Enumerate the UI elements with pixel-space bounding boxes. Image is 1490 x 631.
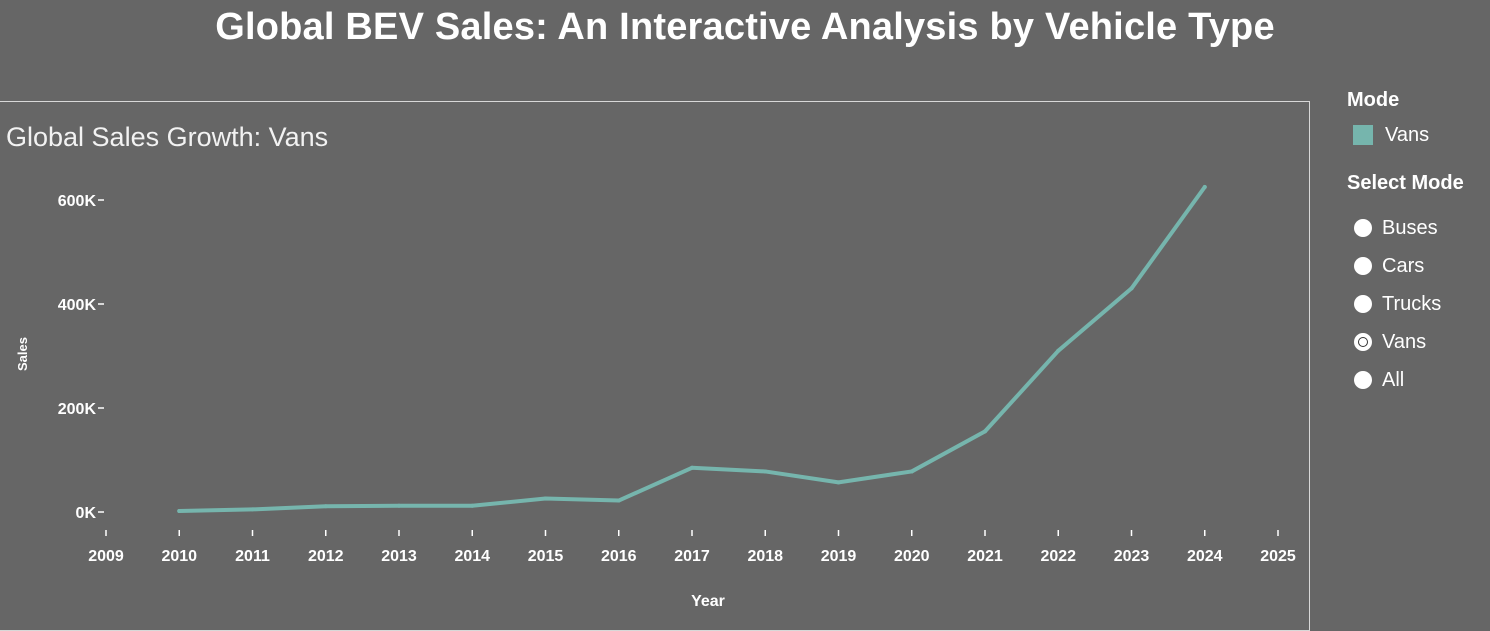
y-tick-label: 200K [58,401,97,418]
radio-option-cars[interactable]: Cars [1354,247,1441,285]
y-tick-label: 0K [76,505,97,522]
data-point-2011 [250,507,255,512]
y-axis-title: Sales [15,337,30,371]
data-point-2014 [470,503,475,508]
x-tick-label: 2016 [601,548,637,565]
radio-option-label: All [1382,368,1405,391]
data-point-2024 [1202,185,1207,189]
data-point-2023 [1129,286,1134,291]
chart-title: Global Sales Growth: Vans [6,122,329,152]
select-mode-title: Select Mode [1347,172,1464,194]
page-title: Global BEV Sales: An Interactive Analysi… [215,6,1275,48]
radio-button-icon[interactable] [1354,219,1372,237]
radio-option-label: Trucks [1382,292,1442,315]
x-tick-label: 2018 [747,548,783,565]
x-tick-label: 2019 [821,548,857,565]
data-point-2022 [1056,348,1061,353]
data-point-2010 [177,508,182,513]
data-point-2017 [690,465,694,470]
y-tick-label: 600K [58,193,97,210]
x-tick-label: 2015 [528,548,564,565]
x-tick-label: 2017 [674,548,710,565]
x-tick-label: 2012 [308,548,344,565]
legend-swatch [1353,125,1373,145]
data-point-2020 [909,469,914,474]
x-tick-label: 2023 [1114,548,1150,565]
radio-option-label: Cars [1382,254,1425,277]
data-point-2012 [323,504,328,509]
radio-button-icon[interactable] [1354,257,1372,275]
data-point-2018 [763,469,768,474]
radio-button-icon[interactable] [1354,333,1372,351]
mode-radio-group: Buses Cars Trucks Vans All [1354,209,1441,399]
radio-button-icon[interactable] [1354,295,1372,313]
x-tick-label: 2021 [967,548,1003,565]
radio-option-trucks[interactable]: Trucks [1354,285,1441,323]
x-tick-label: 2010 [161,548,197,565]
x-tick-label: 2025 [1260,548,1296,565]
legend-title: Mode [1347,89,1400,111]
radio-option-label: Buses [1382,216,1438,239]
y-tick-label: 400K [58,297,97,314]
x-axis-title: Year [691,593,725,610]
x-tick-label: 2009 [88,548,124,565]
series-line-vans [177,185,1207,513]
legend-item-label: Vans [1385,123,1430,146]
data-point-2019 [836,480,841,485]
line-chart: 0K 200K 400K 600K 2009 2010 2011 2012 2013 2014 20… [15,185,1296,610]
radio-button-icon[interactable] [1354,371,1372,389]
data-point-2015 [543,496,548,501]
data-point-2021 [983,429,987,434]
x-tick-label: 2013 [381,548,417,565]
x-tick-label: 2024 [1187,548,1223,565]
radio-option-label: Vans [1382,330,1427,353]
x-tick-label: 2020 [894,548,930,565]
x-tick-label: 2011 [235,548,270,565]
radio-option-vans[interactable]: Vans [1354,323,1441,361]
data-point-2016 [616,498,621,503]
radio-option-all[interactable]: All [1354,361,1441,399]
radio-option-buses[interactable]: Buses [1354,209,1441,247]
x-tick-label: 2022 [1040,548,1076,565]
data-point-2013 [397,503,401,508]
x-tick-label: 2014 [454,548,490,565]
legend-item-vans[interactable]: Vans [1353,123,1429,147]
